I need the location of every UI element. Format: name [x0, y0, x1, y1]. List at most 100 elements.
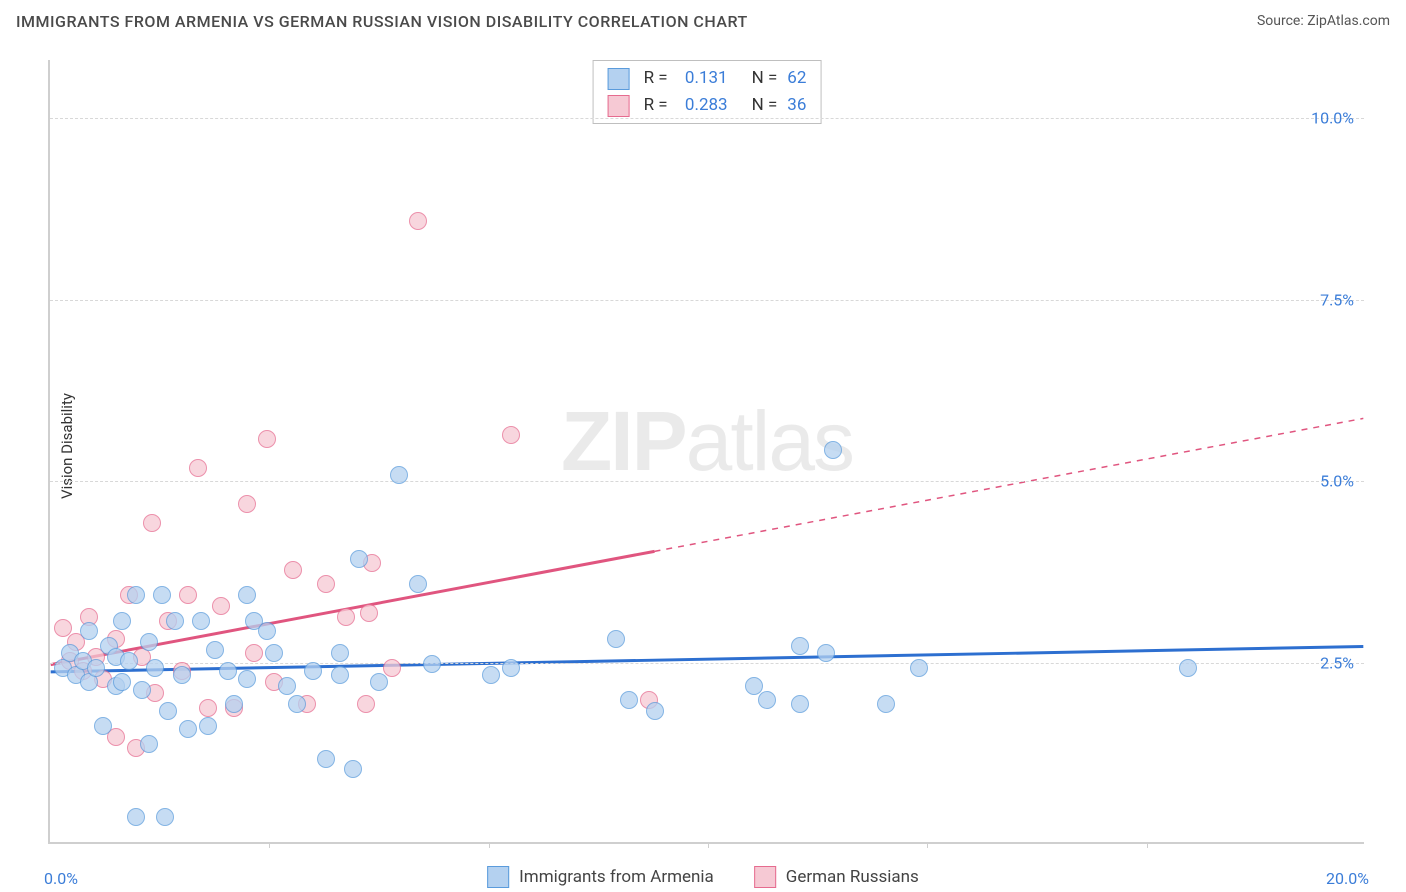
series1-point [133, 681, 151, 699]
stats-legend: R = 0.131 N = 62 R = 0.283 N = 36 [593, 60, 822, 124]
series1-point [607, 630, 625, 648]
series1-point [113, 612, 131, 630]
n-value: 36 [787, 92, 806, 119]
watermark-light: atlas [686, 394, 853, 488]
series1-point [166, 612, 184, 630]
swatch-series1 [487, 866, 509, 888]
series2-point [258, 430, 276, 448]
source-label: Source: ZipAtlas.com [1257, 13, 1390, 29]
legend-item-1: Immigrants from Armenia [487, 866, 714, 888]
series2-point [212, 597, 230, 615]
series2-point [189, 459, 207, 477]
gridline [50, 481, 1364, 482]
series1-point [910, 659, 928, 677]
series2-point [199, 699, 217, 717]
series1-point [317, 750, 335, 768]
legend-label: Immigrants from Armenia [519, 867, 714, 887]
n-label: N = [752, 65, 778, 92]
chart-title: IMMIGRANTS FROM ARMENIA VS GERMAN RUSSIA… [16, 12, 748, 31]
series2-point [337, 608, 355, 626]
series1-point [127, 808, 145, 826]
x-minor-tick [927, 842, 928, 848]
series2-point [409, 212, 427, 230]
watermark-bold: ZIP [561, 394, 686, 488]
series2-point [502, 426, 520, 444]
series1-point [87, 659, 105, 677]
series1-point [238, 586, 256, 604]
series1-point [1179, 659, 1197, 677]
series1-point [140, 735, 158, 753]
series1-point [370, 673, 388, 691]
series1-point [646, 702, 664, 720]
x-minor-tick [708, 842, 709, 848]
series1-point [390, 466, 408, 484]
series1-point [278, 677, 296, 695]
series2-point [383, 659, 401, 677]
series1-point [482, 666, 500, 684]
y-tick-label: 5.0% [1320, 472, 1354, 491]
x-minor-tick [1147, 842, 1148, 848]
series2-point [179, 586, 197, 604]
series1-point [80, 622, 98, 640]
series1-point [156, 808, 174, 826]
series1-point [258, 622, 276, 640]
series2-point [357, 695, 375, 713]
r-value: 0.283 [678, 92, 728, 119]
series1-point [140, 633, 158, 651]
trend-lines-svg [50, 60, 1364, 842]
series2-point [317, 575, 335, 593]
series1-point [94, 717, 112, 735]
series1-point [225, 695, 243, 713]
series1-point [791, 637, 809, 655]
gridline [50, 663, 1364, 664]
stats-row-2: R = 0.283 N = 36 [608, 92, 807, 119]
legend-item-2: German Russians [754, 866, 919, 888]
swatch-series1 [608, 68, 630, 90]
series1-point [146, 659, 164, 677]
series2-point [238, 495, 256, 513]
series1-point [331, 644, 349, 662]
series1-point [219, 662, 237, 680]
series1-point [153, 586, 171, 604]
r-value: 0.131 [678, 65, 728, 92]
series1-point [620, 691, 638, 709]
y-tick-label: 7.5% [1320, 290, 1354, 309]
series1-point [199, 717, 217, 735]
gridline [50, 300, 1364, 301]
series1-point [877, 695, 895, 713]
series1-point [179, 720, 197, 738]
stats-row-1: R = 0.131 N = 62 [608, 65, 807, 92]
x-minor-tick [489, 842, 490, 848]
series1-point [206, 641, 224, 659]
series2-point [284, 561, 302, 579]
series1-point [192, 612, 210, 630]
x-tick-0: 0.0% [44, 869, 78, 888]
series1-point [791, 695, 809, 713]
series1-point [344, 760, 362, 778]
chart-plot-area: ZIPatlas R = 0.131 N = 62 R = 0.283 N = … [48, 60, 1364, 844]
series1-point [265, 644, 283, 662]
legend-label: German Russians [786, 867, 919, 887]
x-minor-tick [269, 842, 270, 848]
series1-point [120, 652, 138, 670]
series1-point [824, 441, 842, 459]
y-tick-label: 2.5% [1320, 653, 1354, 672]
series1-point [331, 666, 349, 684]
series1-point [304, 662, 322, 680]
series1-point [127, 586, 145, 604]
series1-point [159, 702, 177, 720]
series1-point [409, 575, 427, 593]
series1-point [502, 659, 520, 677]
series1-point [817, 644, 835, 662]
series2-point [54, 619, 72, 637]
series1-point [113, 673, 131, 691]
series2-point [360, 604, 378, 622]
series1-point [288, 695, 306, 713]
series1-point [745, 677, 763, 695]
gridline [50, 118, 1364, 119]
r-label: R = [644, 92, 668, 119]
series2-point [143, 514, 161, 532]
series1-point [173, 666, 191, 684]
series1-point [350, 550, 368, 568]
series1-point [238, 670, 256, 688]
